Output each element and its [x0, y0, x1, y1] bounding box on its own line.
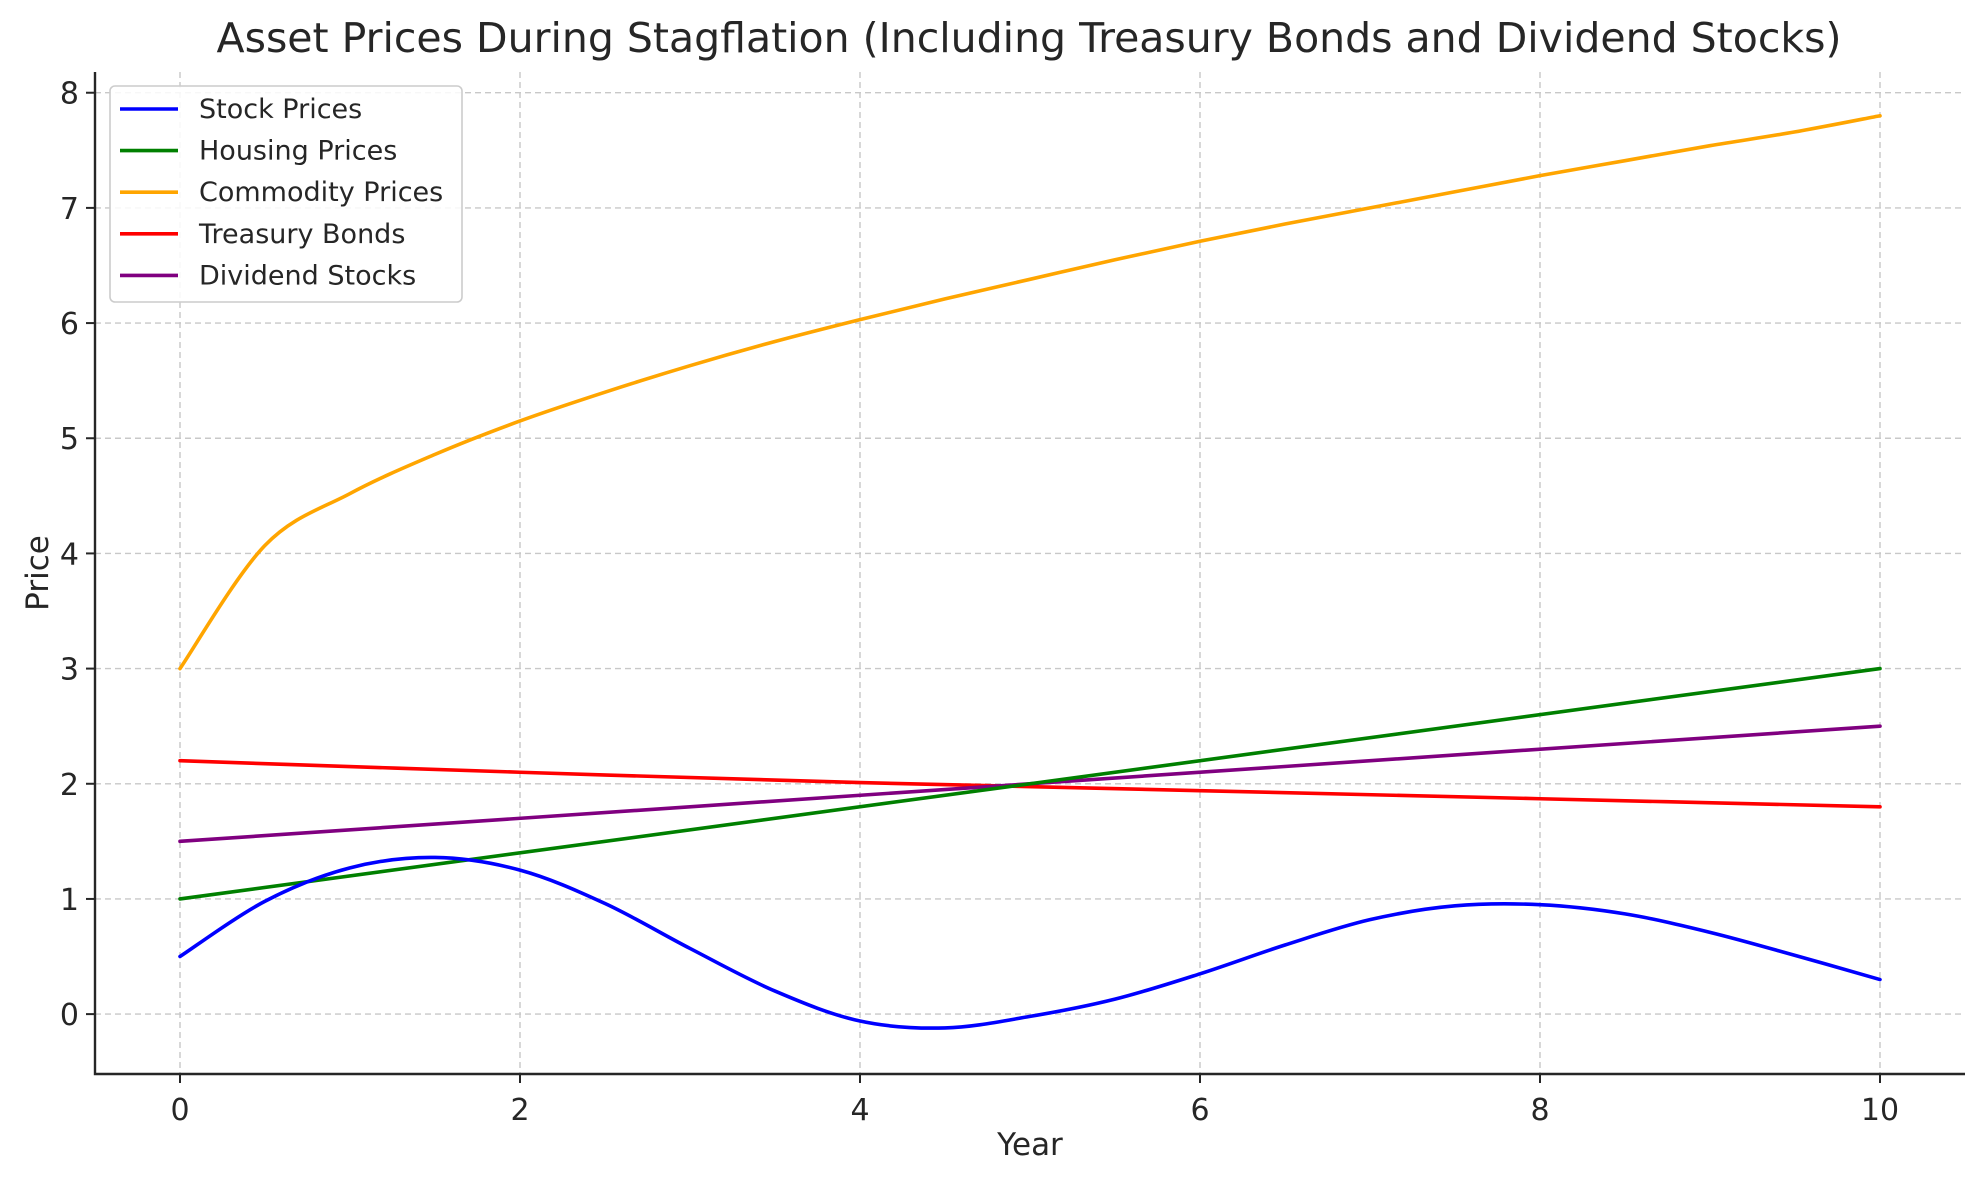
x-tick-label: 8: [1530, 1093, 1549, 1128]
x-tick-label: 4: [850, 1093, 869, 1128]
y-tick-label: 2: [60, 768, 79, 803]
y-tick-label: 4: [60, 537, 79, 572]
y-tick-label: 1: [60, 883, 79, 918]
y-tick-label: 6: [60, 307, 79, 342]
legend-label-commodity-prices: Commodity Prices: [199, 177, 443, 208]
y-tick-label: 8: [60, 77, 79, 112]
series-lines: [178, 113, 1882, 1030]
x-axis-label: Year: [996, 1127, 1063, 1163]
x-tick-label: 0: [170, 1093, 189, 1128]
y-ticks: 0 1 2 3 4 5 6 7 8: [60, 77, 95, 1033]
series-line-commodity-prices: [178, 113, 1882, 671]
legend-label-stock-prices: Stock Prices: [199, 94, 362, 125]
x-tick-label: 2: [510, 1093, 529, 1128]
legend-label-dividend-stocks: Dividend Stocks: [199, 260, 416, 291]
y-tick-label: 5: [60, 422, 79, 457]
x-tick-label: 10: [1861, 1093, 1899, 1128]
y-tick-label: 3: [60, 653, 79, 688]
y-tick-label: 7: [60, 192, 79, 227]
chart-title: Asset Prices During Stagflation (Includi…: [217, 14, 1842, 62]
y-tick-label: 0: [60, 998, 79, 1033]
x-ticks: 0 2 4 6 8 10: [170, 1074, 1899, 1128]
legend-entries: Stock Prices Housing Prices Commodity Pric…: [120, 94, 443, 291]
legend-box: [109, 85, 463, 303]
x-tick-label: 6: [1190, 1093, 1209, 1128]
series-line-stock-prices: [178, 855, 1882, 1030]
axis-spines: [93, 72, 1965, 1076]
legend-label-treasury-bonds: Treasury Bonds: [198, 219, 405, 250]
axes: [93, 72, 1965, 1076]
y-axis-label: Price: [20, 535, 56, 611]
series-line-treasury-bonds: [178, 758, 1882, 809]
legend: Stock Prices Housing Prices Commodity Pric…: [109, 85, 463, 303]
legend-label-housing-prices: Housing Prices: [199, 136, 397, 167]
